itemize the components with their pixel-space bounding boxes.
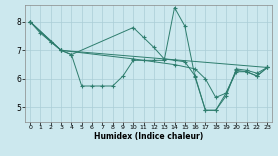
- X-axis label: Humidex (Indice chaleur): Humidex (Indice chaleur): [94, 132, 203, 141]
